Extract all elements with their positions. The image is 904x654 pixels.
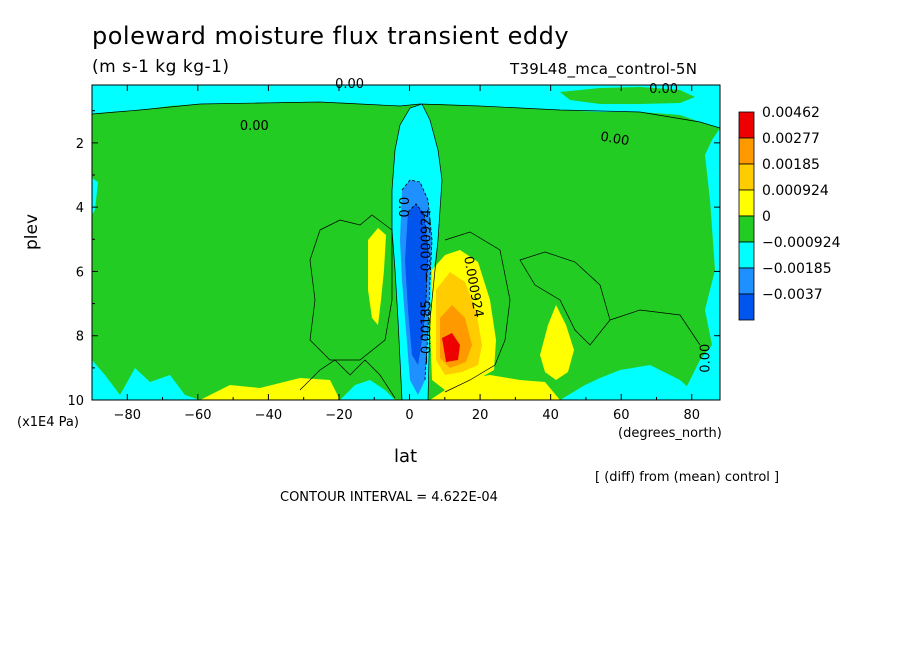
contour-label: 0.00 <box>649 82 678 97</box>
x-tick-label: 20 <box>472 408 489 423</box>
color-legend: 0.00462 0.00277 0.00185 0.000924 0 −0.000924 −… <box>738 105 841 321</box>
chart-subtitle: (m s-1 kg kg-1) <box>92 57 230 77</box>
chart-title: poleward moisture flux transient eddy <box>92 22 570 50</box>
contour-lines <box>92 101 720 400</box>
contour-label: 0.00 <box>240 119 269 134</box>
y-axis: 2 4 6 8 10 <box>67 110 720 409</box>
x-tick-label: −80 <box>114 408 141 423</box>
negative-contour-lines <box>401 179 433 381</box>
region-subtropical-yellow-patch <box>540 305 574 380</box>
legend-swatch <box>738 137 755 165</box>
x-tick-label: 80 <box>684 408 701 423</box>
y-tick-label: 10 <box>67 394 84 409</box>
legend-swatch <box>738 267 755 295</box>
x-tick-label: −20 <box>325 408 352 423</box>
run-label: T39L48_mca_control-5N <box>510 60 698 78</box>
legend-level-label: 0.00462 <box>762 105 820 121</box>
region-upper-green-streak <box>560 87 695 104</box>
x-axis: −80 −60 −40 −20 0 20 40 60 80 <box>91 85 701 423</box>
legend-level-label: 0.000924 <box>762 183 829 199</box>
y-tick-label: 8 <box>76 330 84 345</box>
diff-note: [ (diff) from (mean) control ] <box>595 470 780 485</box>
y-tick-label: 2 <box>76 137 84 152</box>
contour-label: 0.00 <box>698 344 713 373</box>
x-tick-label: 0 <box>405 408 413 423</box>
legend-level-label: −0.000924 <box>762 235 841 251</box>
contour-fields <box>92 85 720 400</box>
region-right-edge-cyan <box>680 128 720 400</box>
legend-level-label: 0 <box>762 209 771 225</box>
x-tick-label: 40 <box>542 408 559 423</box>
x-tick-label: −40 <box>255 408 282 423</box>
y-tick-label: 6 <box>76 265 84 280</box>
region-lower-right-cyan <box>560 365 700 400</box>
legend-swatch <box>738 293 755 321</box>
legend-swatch <box>738 241 755 269</box>
contour-label: 0.00 <box>599 130 630 150</box>
region-northern-positive-core <box>442 333 460 362</box>
y-axis-units: (x1E4 Pa) <box>17 415 79 430</box>
plot-frame <box>91 84 721 401</box>
legend-swatch <box>738 215 755 243</box>
contour-label: −0.00185 <box>420 300 435 365</box>
x-tick-label: −60 <box>184 408 211 423</box>
legend-swatch <box>738 163 755 191</box>
region-left-edge-cyan <box>92 178 98 215</box>
legend-swatch <box>738 189 755 217</box>
region-bottom-yellow <box>200 378 340 400</box>
contour-label: −0.000924 <box>420 209 435 282</box>
legend-swatch <box>738 111 755 139</box>
region-equatorial-negative-core <box>405 204 428 365</box>
legend-level-label: 0.00185 <box>762 157 820 173</box>
legend-level-label: −0.00185 <box>762 261 832 277</box>
region-lower-mid-cyan <box>340 380 395 400</box>
contour-label: 0.0 <box>395 197 410 218</box>
contour-label: 0.00 <box>335 77 364 92</box>
x-axis-label: lat <box>394 446 418 467</box>
contour-interval: CONTOUR INTERVAL = 4.622E-04 <box>280 490 498 505</box>
y-tick-label: 4 <box>76 201 84 216</box>
region-southern-yellow-patch <box>368 228 386 325</box>
x-tick-label: 60 <box>613 408 630 423</box>
legend-level-label: −0.0037 <box>762 287 823 303</box>
region-lower-left-cyan <box>92 360 200 400</box>
legend-level-label: 0.00277 <box>762 131 820 147</box>
region-upper-cyan-band <box>92 85 720 128</box>
x-axis-units: (degrees_north) <box>618 426 722 441</box>
